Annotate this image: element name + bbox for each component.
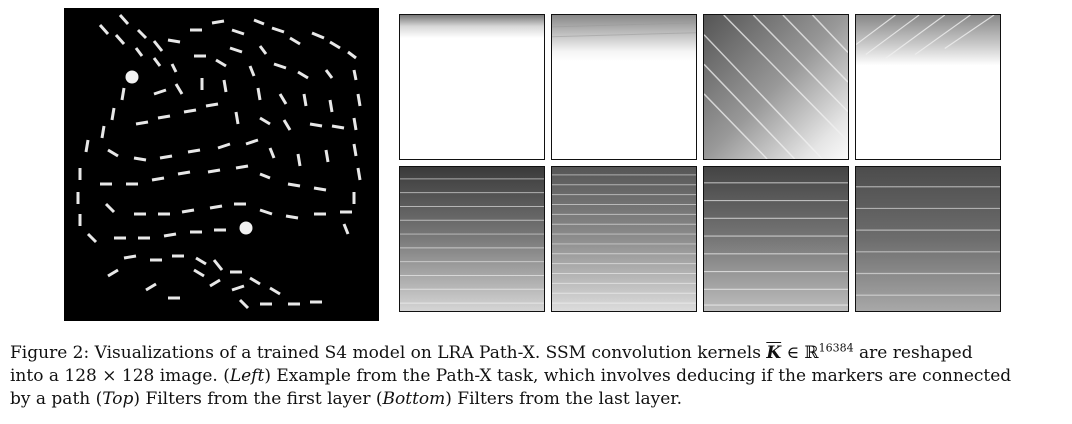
kernel-bottom-4	[855, 166, 1001, 312]
caption-left-label: Left	[229, 366, 265, 386]
kernel-bottom-2	[551, 166, 697, 312]
caption-line-3: by a path (Top) Filters from the first l…	[10, 388, 1060, 411]
kernel-grid	[399, 14, 1007, 314]
path-x-example-image	[64, 8, 379, 321]
caption-text: by a path (	[10, 389, 103, 409]
figure	[64, 8, 1007, 321]
caption-line-1: Figure 2: Visualizations of a trained S4…	[10, 342, 1060, 365]
kernel-bottom-1	[399, 166, 545, 312]
kernel-top-1	[399, 14, 545, 160]
caption-math: ∈ ℝ	[781, 343, 819, 363]
caption-top-label: Top	[102, 389, 134, 409]
marker-bottom-dot	[239, 221, 253, 235]
kernel-top-3	[703, 14, 849, 160]
caption-text: into a 128 × 128 image. (	[10, 366, 230, 386]
kernel-top-2	[551, 14, 697, 160]
caption-text: ) Example from the Path-X task, which in…	[264, 366, 1012, 386]
caption-line-2: into a 128 × 128 image. (Left) Example f…	[10, 365, 1060, 388]
kernel-symbol: K	[766, 343, 782, 363]
kernel-bottom-3	[703, 166, 849, 312]
caption-text: ) Filters from the last layer.	[445, 389, 682, 409]
figure-caption: Figure 2: Visualizations of a trained S4…	[10, 342, 1060, 411]
caption-superscript: 16384	[818, 341, 854, 355]
kernel-top-4	[855, 14, 1001, 160]
caption-text: ) Filters from the first layer (	[133, 389, 383, 409]
caption-bottom-label: Bottom	[382, 389, 446, 409]
caption-text: are reshaped	[853, 343, 973, 363]
caption-text: Figure 2: Visualizations of a trained S4…	[10, 343, 767, 363]
marker-top-dot	[125, 70, 139, 84]
path-x-dashes	[76, 14, 362, 310]
